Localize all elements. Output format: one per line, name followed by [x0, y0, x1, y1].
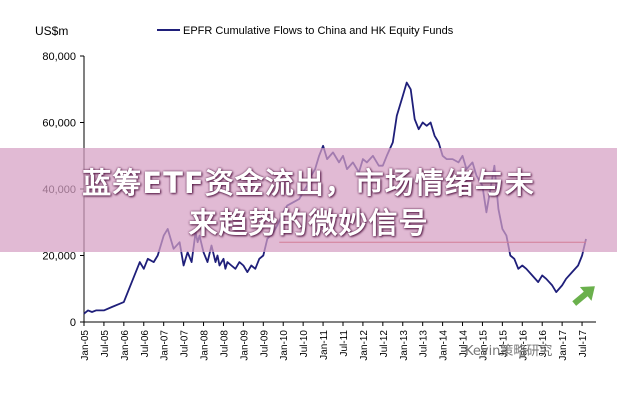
x-tick-label: Jan-11: [319, 330, 330, 360]
x-tick-label: Jan-09: [239, 330, 250, 361]
y-tick-label: 0: [70, 317, 76, 329]
arrow-head: [579, 286, 595, 301]
x-tick-label: Jan-10: [279, 330, 290, 361]
arrow-shaft: [572, 290, 589, 306]
banner-title-line-1: 蓝筹ETF资金流出，市场情绪与未: [82, 166, 535, 200]
title-banner: [0, 148, 617, 252]
legend-label: EPFR Cumulative Flows to China and HK Eq…: [183, 25, 454, 37]
x-tick-label: Jan-06: [120, 330, 131, 361]
y-tick-label: 80,000: [42, 51, 76, 63]
x-tick-label: Jul-09: [259, 330, 270, 358]
x-tick-label: Jul-11: [339, 330, 350, 357]
x-tick-label: Jan-07: [160, 330, 171, 361]
x-tick-label: Jul-05: [100, 330, 111, 358]
y-tick-label: 20,000: [42, 251, 76, 263]
x-tick-label: Jan-08: [200, 330, 211, 361]
x-tick-label: Jul-14: [459, 330, 470, 358]
y-axis-label: US$m: [35, 24, 68, 38]
x-tick-label: Jul-17: [578, 330, 589, 358]
banner-title-line-2: 来趋势的微妙信号: [188, 206, 429, 240]
x-tick-label: Jul-13: [419, 330, 430, 358]
x-tick-label: Jan-17: [558, 330, 569, 361]
x-tick-label: Jan-15: [478, 330, 489, 361]
x-tick-label: Jan-12: [359, 330, 370, 361]
green-arrow-icon: [572, 286, 595, 306]
x-tick-label: Jul-06: [140, 330, 151, 358]
y-tick-label: 60,000: [42, 118, 76, 130]
x-tick-label: Jul-07: [180, 330, 191, 358]
x-tick-label: Jul-15: [498, 330, 509, 358]
x-tick-label: Jul-16: [538, 330, 549, 358]
x-tick-label: Jan-14: [439, 330, 450, 361]
x-tick-label: Jul-10: [299, 330, 310, 358]
annotations: [279, 241, 595, 306]
watermark-text: Kevin策略研究: [465, 344, 553, 359]
x-tick-label: Jan-13: [399, 330, 410, 361]
x-tick-label: Jul-08: [219, 330, 230, 358]
x-tick-label: Jan-05: [80, 330, 91, 361]
x-tick-label: Jan-16: [518, 330, 529, 361]
x-tick-label: Jul-12: [379, 330, 390, 358]
